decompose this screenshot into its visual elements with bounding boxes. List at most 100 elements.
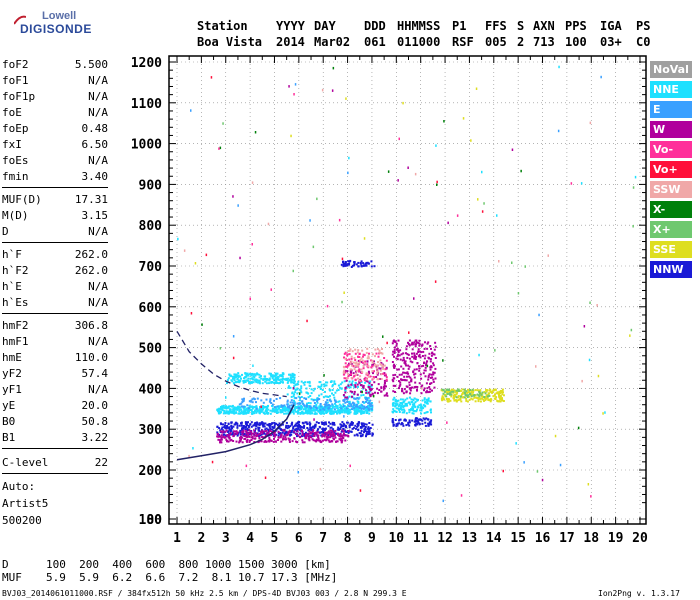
- echo-point: [347, 404, 349, 407]
- noise-point: [251, 243, 253, 246]
- echo-point: [312, 399, 315, 402]
- echo-point: [442, 398, 444, 401]
- echo-point: [411, 343, 414, 346]
- param-name: foF2: [2, 58, 29, 71]
- noise-point: [589, 301, 591, 304]
- echo-point: [267, 431, 270, 434]
- echo-point: [405, 390, 408, 393]
- echo-point: [236, 431, 239, 434]
- echo-point: [368, 427, 371, 430]
- echo-point: [429, 368, 432, 371]
- echo-point: [254, 427, 257, 430]
- echo-point: [295, 433, 297, 435]
- echo-point: [217, 410, 220, 413]
- x-tick-label: 2: [197, 531, 205, 546]
- echo-point: [442, 392, 445, 395]
- echo-point: [326, 411, 329, 413]
- echo-point: [296, 435, 298, 438]
- echo-point: [304, 421, 307, 424]
- echo-point: [460, 395, 462, 398]
- echo-point: [417, 350, 420, 353]
- echo-point: [263, 378, 266, 381]
- echo-point: [341, 381, 344, 384]
- echo-point: [401, 411, 404, 414]
- echo-point: [425, 364, 427, 367]
- echo-point: [353, 402, 356, 405]
- echo-point: [426, 360, 429, 363]
- echo-point: [250, 436, 253, 439]
- digisonde-logo: Lowell DIGISONDE: [4, 6, 104, 46]
- echo-point: [501, 388, 504, 391]
- echo-point: [320, 385, 323, 388]
- echo-point: [348, 400, 351, 403]
- echo-point: [349, 411, 352, 414]
- echo-point: [291, 409, 294, 412]
- noise-point: [481, 210, 484, 213]
- echo-point: [427, 356, 430, 359]
- noise-point: [306, 319, 308, 323]
- echo-point: [426, 342, 429, 345]
- echo-point: [408, 387, 411, 390]
- echo-point: [366, 360, 369, 363]
- echo-point: [231, 404, 234, 407]
- echo-point: [370, 366, 373, 369]
- echo-point: [411, 407, 413, 410]
- echo-point: [494, 388, 497, 391]
- echo-point: [346, 365, 349, 368]
- echo-point: [331, 430, 334, 432]
- echo-point: [247, 434, 250, 437]
- echo-point: [341, 435, 344, 438]
- echo-point: [231, 427, 233, 430]
- echo-point: [405, 345, 408, 348]
- echo-point: [351, 408, 353, 411]
- echo-point: [468, 391, 471, 394]
- echo-point: [395, 410, 398, 413]
- echo-point: [353, 368, 356, 371]
- noise-point: [496, 214, 498, 217]
- noise-point: [397, 179, 399, 182]
- echo-point: [241, 401, 244, 404]
- echo-point: [299, 436, 302, 438]
- echo-point: [361, 434, 364, 437]
- echo-point: [394, 410, 397, 413]
- echo-point: [226, 379, 229, 382]
- echo-point: [383, 386, 385, 388]
- legend-item: SSE: [650, 241, 692, 258]
- echo-point: [366, 363, 369, 366]
- echo-point: [306, 381, 309, 384]
- echo-point: [275, 422, 278, 425]
- echo-point: [488, 392, 491, 395]
- echo-point: [253, 412, 256, 415]
- echo-point: [466, 391, 469, 394]
- echo-point: [367, 370, 370, 373]
- echo-point: [238, 403, 241, 406]
- echo-point: [282, 429, 285, 432]
- echo-point: [242, 425, 245, 427]
- echo-point: [402, 367, 405, 370]
- echo-point: [401, 398, 404, 401]
- echo-point: [253, 434, 256, 437]
- echo-point: [308, 408, 311, 411]
- echo-point: [261, 422, 264, 425]
- echo-point: [263, 406, 266, 409]
- echo-point: [222, 430, 225, 433]
- echo-point: [260, 410, 263, 413]
- echo-point: [367, 366, 370, 369]
- echo-point: [385, 359, 388, 362]
- logo-lowell-text: Lowell: [42, 10, 77, 22]
- echo-point: [368, 352, 370, 355]
- echo-point: [464, 394, 467, 396]
- echo-point: [355, 427, 357, 430]
- echo-point: [465, 390, 468, 393]
- echo-point: [424, 369, 427, 372]
- echo-point: [450, 390, 453, 393]
- echo-point: [407, 343, 410, 346]
- echo-point: [375, 352, 378, 355]
- echo-point: [319, 431, 322, 434]
- param-value: 22: [94, 456, 108, 469]
- echo-point: [233, 406, 236, 409]
- echo-point: [420, 351, 423, 354]
- noise-point: [517, 292, 520, 295]
- echo-point: [254, 432, 257, 434]
- echo-point: [301, 421, 304, 424]
